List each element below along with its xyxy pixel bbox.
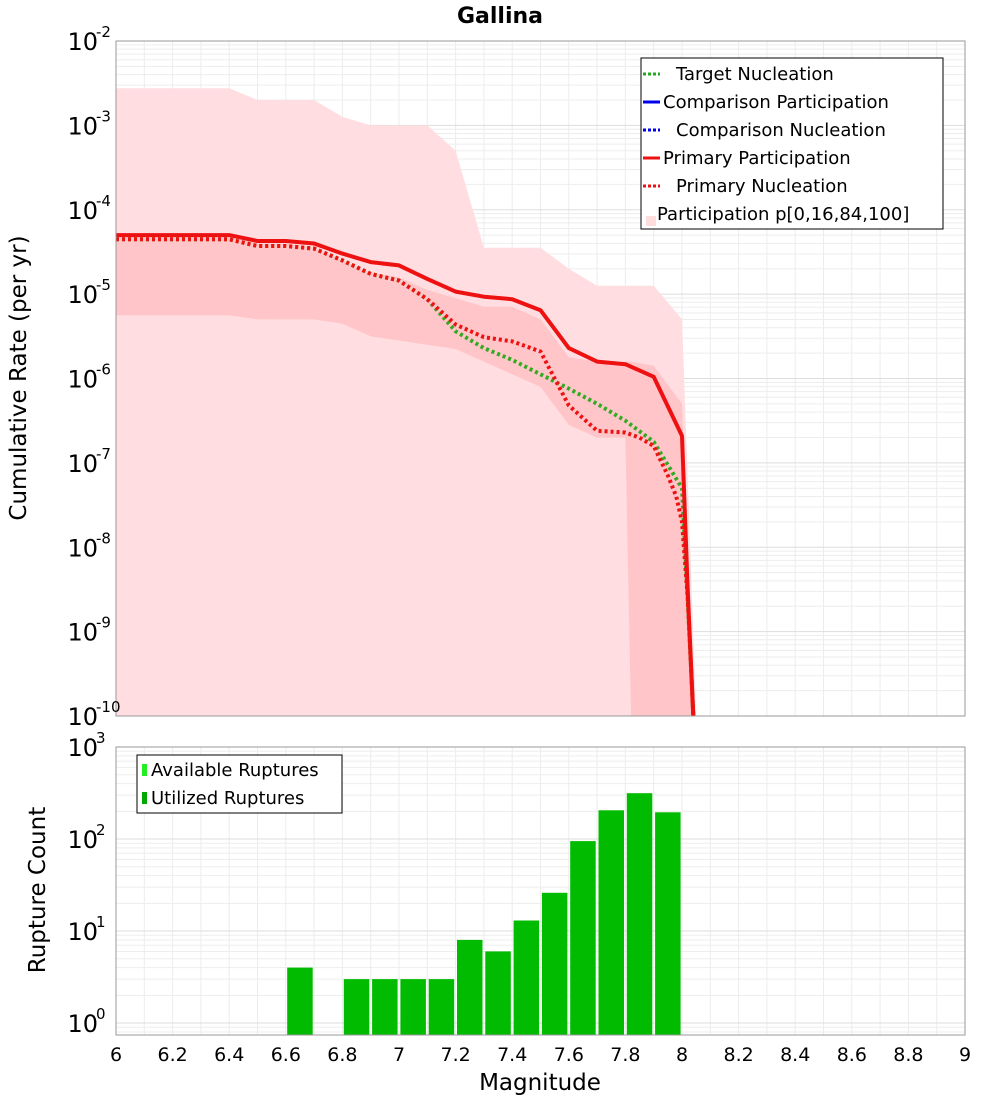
rupture-count-bar — [485, 951, 511, 1035]
y-tick-exponent: -9 — [96, 614, 111, 632]
x-tick-label: 8.6 — [837, 1044, 867, 1066]
x-tick-label: 6.6 — [271, 1044, 301, 1066]
legend-label: Comparison Participation — [663, 92, 889, 113]
legend-label: Comparison Nucleation — [676, 120, 886, 141]
legend-frame — [136, 754, 343, 814]
legend-label: Utilized Ruptures — [151, 788, 304, 809]
series-line-primary-participation — [116, 233, 696, 717]
x-tick-label: 6.8 — [327, 1044, 357, 1066]
rupture-count-bar — [457, 939, 483, 1035]
x-axis-label: Magnitude — [479, 1070, 601, 1096]
y-tick-label: 10-3 — [67, 107, 111, 140]
x-tick-label: 7.4 — [497, 1044, 527, 1066]
y-tick-base: 10 — [67, 534, 98, 562]
y-tick-base: 10 — [67, 28, 98, 56]
y-tick-exponent: 1 — [96, 913, 106, 931]
y-tick-label: 103 — [67, 729, 105, 762]
chart-title: Gallina — [457, 4, 543, 29]
rupture-count-bar — [626, 793, 653, 1035]
y-tick-exponent: -3 — [96, 107, 111, 125]
y-tick-base: 10 — [67, 112, 98, 140]
y-tick-base: 10 — [67, 703, 98, 731]
x-tick-label: 8.4 — [780, 1044, 810, 1066]
y-tick-label: 10-10 — [67, 698, 120, 731]
rupture-legend: Available Ruptures Utilized Ruptures — [136, 754, 343, 814]
y-tick-exponent: -10 — [96, 698, 121, 716]
y-tick-label: 10-7 — [67, 445, 111, 478]
y-tick-label: 10-6 — [67, 361, 111, 394]
rupture-count-bar — [372, 979, 398, 1035]
y-tick-label: 100 — [67, 1005, 105, 1038]
rate-plot-area: 10-210-310-410-510-610-710-810-910-10Tar… — [67, 23, 966, 731]
legend-label: Target Nucleation — [675, 64, 834, 85]
x-tick-label: 9 — [959, 1044, 971, 1066]
y-tick-base: 10 — [67, 1010, 98, 1038]
rupture-count-bar — [541, 892, 568, 1035]
x-tick-label: 7.6 — [554, 1044, 584, 1066]
legend-label: Available Ruptures — [151, 760, 319, 781]
rate-legend: Target Nucleation Comparison Participatio… — [640, 57, 944, 230]
y-tick-exponent: -8 — [96, 529, 111, 547]
y-tick-exponent: 0 — [96, 1005, 106, 1023]
rupture-count-bar — [400, 979, 426, 1035]
y-tick-label: 10-2 — [67, 23, 111, 56]
y-tick-base: 10 — [67, 366, 98, 394]
y-tick-label: 10-5 — [67, 276, 111, 309]
x-tick-label: 8.8 — [893, 1044, 923, 1066]
y-tick-exponent: 2 — [96, 821, 106, 839]
y-tick-base: 10 — [67, 619, 98, 647]
y-tick-exponent: -4 — [96, 192, 111, 210]
y-tick-base: 10 — [67, 450, 98, 478]
legend-label: Primary Participation — [663, 148, 851, 169]
series-line-primary-nucleation — [116, 237, 696, 717]
y-tick-base: 10 — [67, 918, 98, 946]
legend-label: Participation p[0,16,84,100] — [657, 204, 909, 225]
x-tick-label: 6.4 — [214, 1044, 244, 1066]
y-tick-base: 10 — [67, 197, 98, 225]
rupture-count-bar — [287, 967, 313, 1035]
legend-swatch-bar — [142, 792, 147, 804]
x-tick-label: 8.2 — [723, 1044, 753, 1066]
top-y-axis-label: Cumulative Rate (per yr) — [6, 235, 32, 520]
y-tick-label: 10-9 — [67, 614, 111, 647]
x-tick-label: 6.2 — [157, 1044, 187, 1066]
y-tick-label: 101 — [67, 913, 105, 946]
bottom-y-axis-label: Rupture Count — [25, 807, 51, 973]
rupture-count-bar — [655, 812, 681, 1035]
count-plot-frame — [115, 746, 966, 1036]
x-tick-label: 7.2 — [440, 1044, 470, 1066]
x-tick-label: 6 — [110, 1044, 122, 1066]
participation-band-inner — [116, 235, 694, 716]
rupture-count-bar — [343, 979, 370, 1035]
rupture-count-bar — [598, 810, 624, 1035]
y-tick-label: 102 — [67, 821, 105, 854]
rate-plot-frame — [115, 40, 966, 717]
y-tick-exponent: -2 — [96, 23, 111, 41]
y-tick-exponent: -5 — [96, 276, 111, 294]
legend-label: Primary Nucleation — [676, 176, 848, 197]
y-tick-base: 10 — [67, 281, 98, 309]
y-tick-exponent: -7 — [96, 445, 111, 463]
legend-frame — [640, 57, 944, 230]
y-tick-label: 10-8 — [67, 529, 111, 562]
x-tick-label: 8 — [676, 1044, 688, 1066]
y-tick-base: 10 — [67, 826, 98, 854]
rupture-count-bar — [570, 841, 596, 1035]
rupture-count-bar — [513, 920, 540, 1035]
x-tick-label: 7.8 — [610, 1044, 640, 1066]
legend-swatch-band — [646, 216, 656, 226]
y-tick-exponent: -6 — [96, 361, 111, 379]
y-tick-exponent: 3 — [96, 729, 106, 747]
x-tick-label: 7 — [393, 1044, 405, 1066]
rupture-count-bar — [428, 979, 455, 1035]
y-tick-base: 10 — [67, 734, 98, 762]
legend-swatch-bar — [142, 764, 147, 776]
y-tick-label: 10-4 — [67, 192, 111, 225]
